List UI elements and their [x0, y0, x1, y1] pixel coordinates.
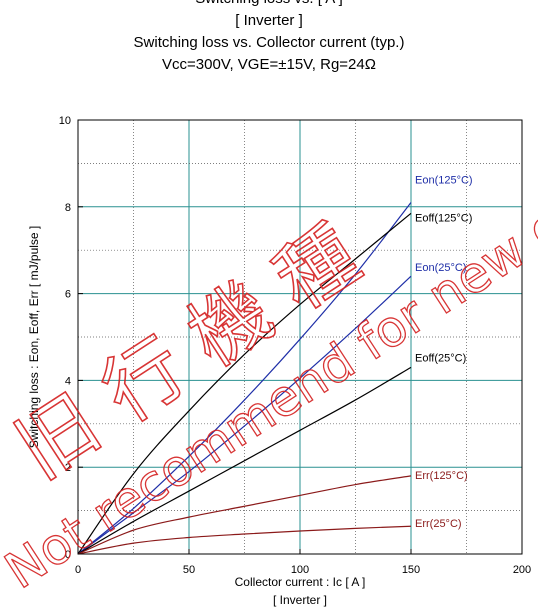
series-label-eoff-25-c: Eoff(25°C) — [415, 352, 466, 364]
series-labels: Eon(125°C) Eoff(125°C) Eon(25°C) Eoff(25°C)… — [415, 174, 473, 530]
series-line-eon-125-c — [77, 202, 412, 555]
x-tick-label: 0 — [75, 564, 81, 576]
y-tick-label: 0 — [65, 549, 71, 561]
chart-section-label: [ Inverter ] — [235, 12, 303, 29]
chart-ticks: 0 50 100 150 200 0 2 4 6 8 10 — [59, 115, 531, 576]
series-line-err-125-c — [77, 475, 412, 555]
chart-header: Switching loss vs. [ A ] [ Inverter ] Sw… — [0, 0, 538, 76]
y-axis-label: Switching loss : Eon, Eoff, Err [ mJ/pul… — [27, 226, 41, 449]
series-line-eoff-25-c — [77, 366, 412, 555]
series-label-err-125-c: Err(125°C) — [415, 470, 468, 482]
chart-series — [77, 202, 412, 555]
y-tick-label: 10 — [59, 115, 71, 127]
series-label-eon-125-c: Eon(125°C) — [415, 174, 473, 186]
chart-title: Switching loss vs. Collector current (ty… — [133, 34, 405, 51]
y-tick-label: 8 — [65, 202, 71, 214]
x-axis-sublabel: [ Inverter ] — [273, 593, 327, 607]
series-line-eoff-125-c — [77, 212, 412, 555]
y-tick-label: 6 — [65, 289, 71, 301]
x-axis-label: Collector current : Ic [ A ] — [235, 575, 366, 589]
series-label-eoff-125-c: Eoff(125°C) — [415, 212, 472, 224]
x-tick-label: 200 — [513, 564, 531, 576]
series-line-eon-25-c — [77, 275, 412, 555]
series-label-eon-25-c: Eon(25°C) — [415, 262, 466, 274]
x-tick-label: 150 — [402, 564, 420, 576]
series-line-err-25-c — [77, 525, 412, 555]
chart-conditions: Vcc=300V, VGE=±15V, Rg=24Ω — [162, 56, 376, 73]
x-tick-label: 100 — [291, 564, 309, 576]
y-tick-label: 4 — [65, 375, 71, 387]
x-tick-label: 50 — [183, 564, 195, 576]
chart-grid — [78, 120, 522, 554]
series-label-err-25-c: Err(25°C) — [415, 518, 462, 530]
chart-supertitle: Switching loss vs. [ A ] — [0, 0, 538, 10]
y-tick-label: 2 — [65, 462, 71, 474]
